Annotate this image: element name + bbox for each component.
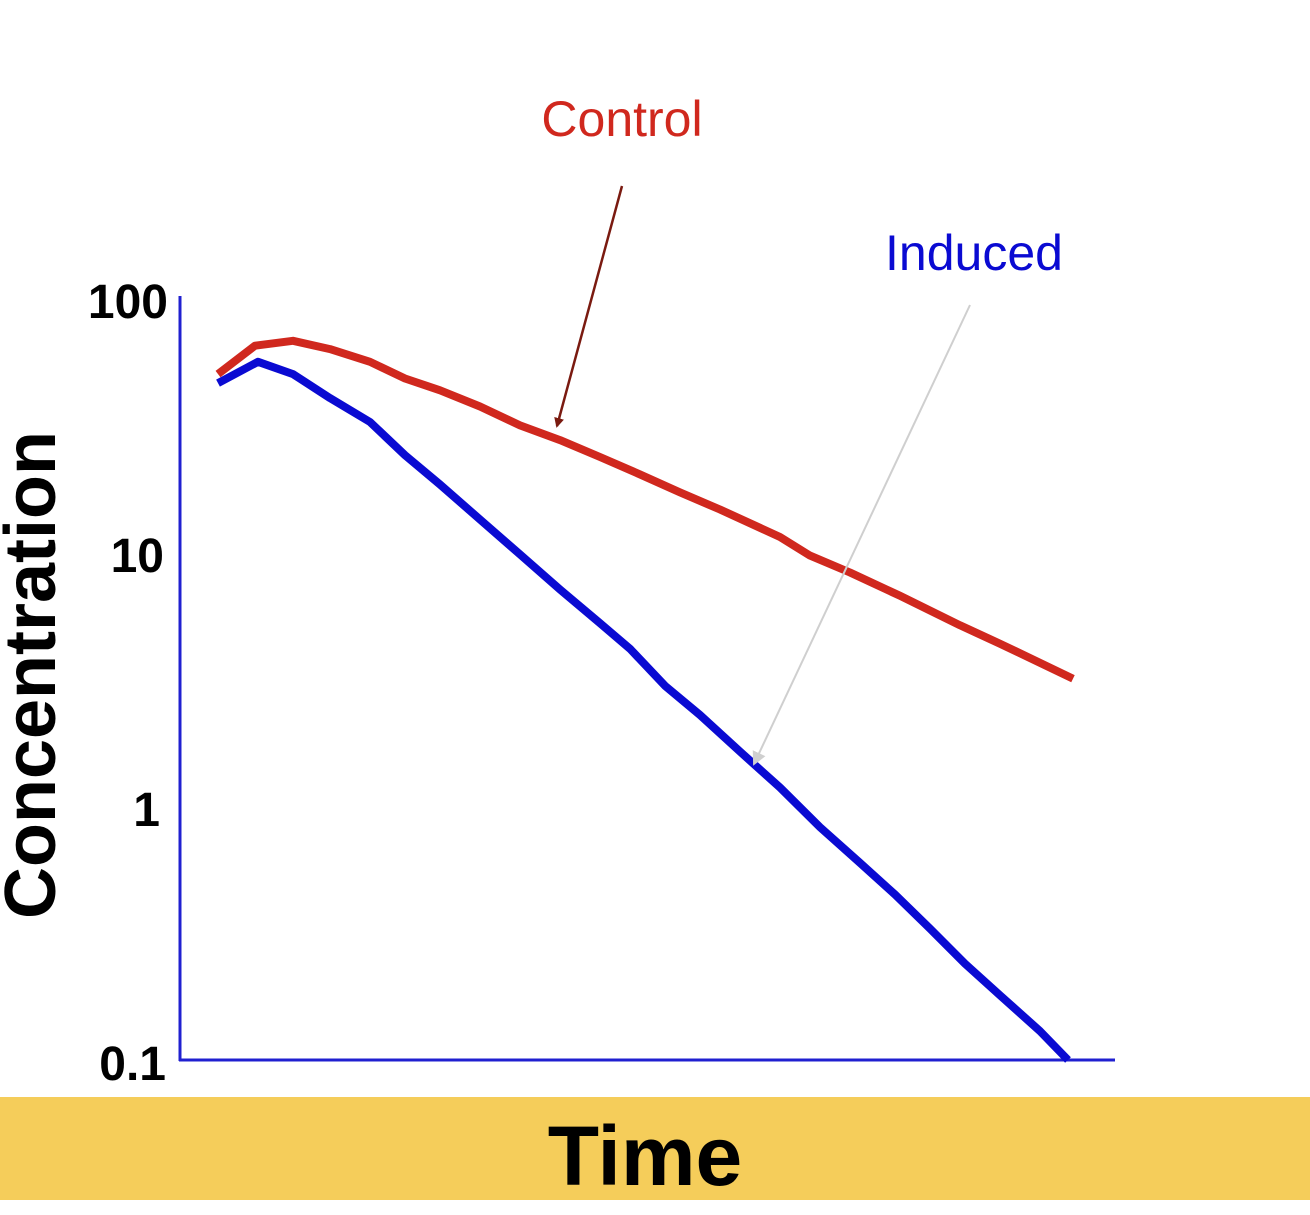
axes [178, 296, 1115, 1062]
y-tick-label: 1 [133, 784, 160, 837]
control-label: Control [541, 91, 702, 147]
series-line-control [215, 336, 1075, 683]
series-line-induced [216, 357, 1071, 1063]
x-axis-label: Time [547, 1109, 743, 1203]
y-tick-label: 0.1 [99, 1038, 166, 1091]
y-tick-label: 10 [111, 530, 164, 583]
control-arrow [554, 185, 624, 428]
y-ticks: 100 10 1 0.1 [88, 276, 168, 1091]
induced-arrow [752, 304, 971, 766]
y-axis-label: Concentration [0, 431, 71, 919]
y-tick-label: 100 [88, 276, 168, 329]
induced-label: Induced [885, 225, 1063, 281]
x-axis-band [0, 1097, 1310, 1200]
